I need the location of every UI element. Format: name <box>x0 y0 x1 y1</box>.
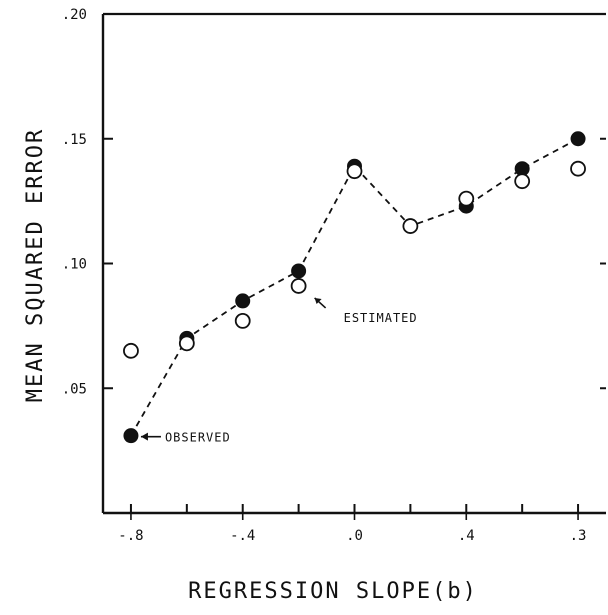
point-estimated <box>514 173 531 190</box>
observed-arrow-head <box>140 432 148 441</box>
point-estimated <box>570 160 586 177</box>
series-layer <box>123 131 586 444</box>
x-tick-label: -.8 <box>118 528 143 544</box>
point-observed <box>123 428 139 444</box>
x-tick-label: .0 <box>346 528 363 544</box>
series-line-observed <box>130 137 579 437</box>
point-estimated <box>234 312 251 329</box>
annotations: OBSERVED ESTIMATED <box>140 297 418 445</box>
y-axis-title: MEAN SQUARED ERROR <box>23 128 48 402</box>
axis-ticks: .05 .10 .15 .20 -.8 -.4 .0 .4 .3 <box>62 7 606 544</box>
point-observed <box>291 263 307 279</box>
y-tick-label: .05 <box>62 381 87 397</box>
x-tick-label: -.4 <box>230 528 255 544</box>
x-tick-label: .4 <box>458 528 475 544</box>
point-estimated <box>123 342 139 359</box>
point-estimated <box>178 335 195 352</box>
x-axis-title: REGRESSION SLOPE(b) <box>188 579 478 604</box>
point-observed <box>235 293 251 309</box>
point-observed <box>570 131 586 147</box>
y-tick-label: .10 <box>62 257 87 273</box>
point-estimated <box>290 278 307 294</box>
estimated-arrow-head <box>314 297 322 304</box>
point-estimated <box>402 218 419 234</box>
point-estimated <box>458 190 475 207</box>
point-estimated <box>346 163 363 180</box>
estimated-label: ESTIMATED <box>344 311 418 325</box>
observed-label: OBSERVED <box>165 431 231 445</box>
y-tick-label: .15 <box>62 132 87 148</box>
x-tick-label: .3 <box>570 528 587 544</box>
y-tick-label: .20 <box>62 7 87 23</box>
